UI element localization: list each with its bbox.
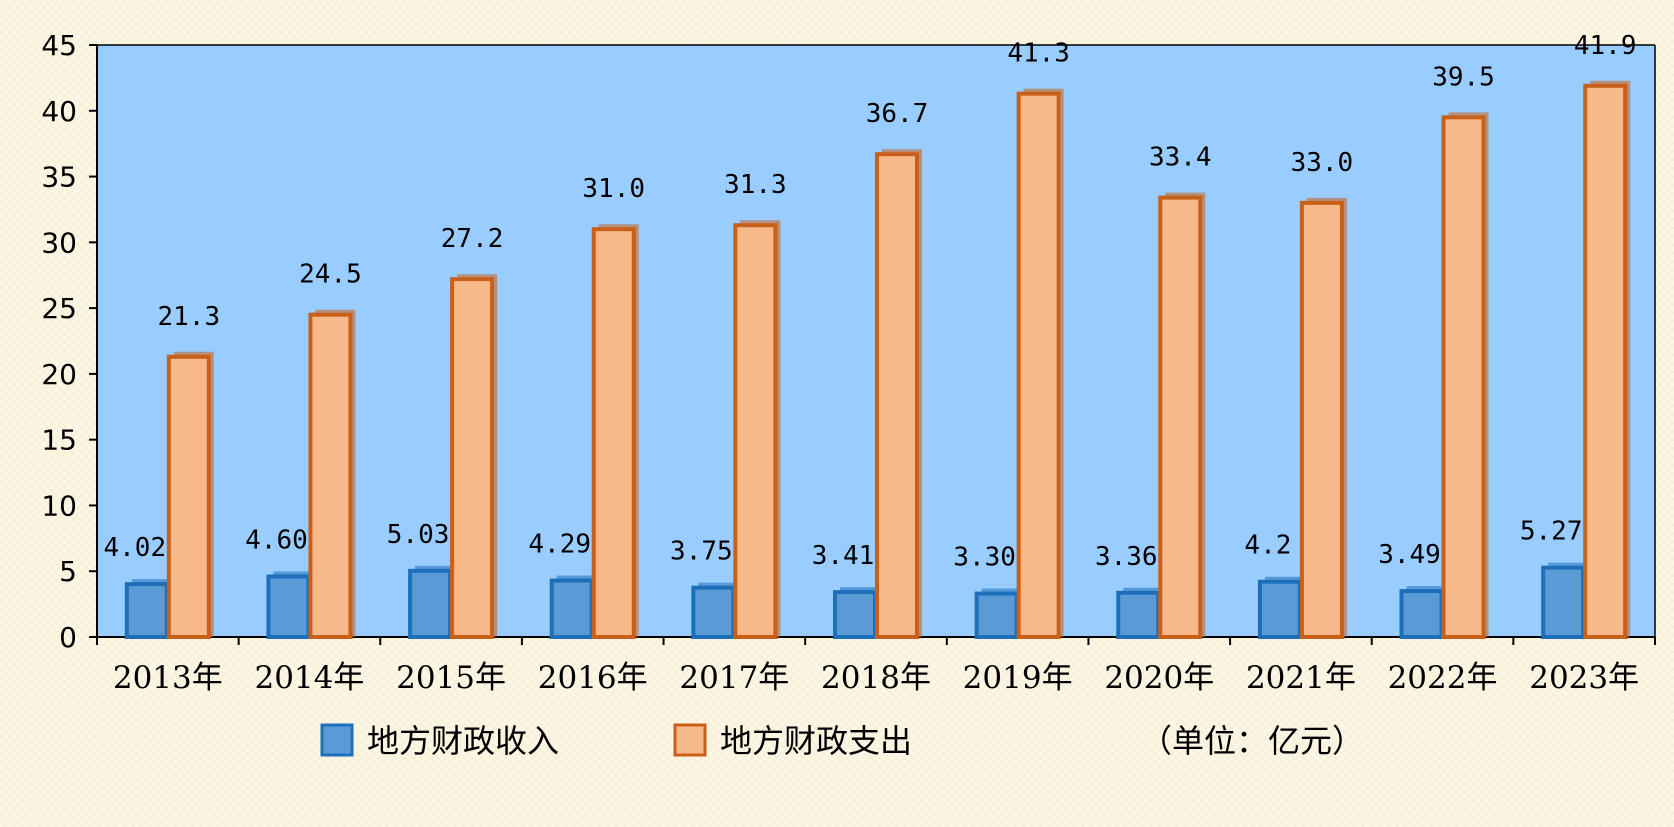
x-category-label: 2023年 [1529, 660, 1639, 696]
expenditure-bar [450, 277, 495, 639]
x-category-label: 2015年 [396, 660, 506, 696]
revenue-bar [1541, 565, 1586, 640]
x-category-label: 2014年 [255, 660, 365, 696]
revenue-bar [124, 582, 169, 640]
revenue-bar [1116, 590, 1161, 640]
expenditure-bar [733, 223, 778, 639]
legend-swatch-expenditure [673, 723, 707, 757]
revenue-data-label: 4.60 [245, 525, 308, 555]
expenditure-data-label: 41.3 [1007, 39, 1070, 69]
expenditure-data-label: 39.5 [1432, 62, 1495, 92]
expenditure-bar [1299, 200, 1344, 639]
expenditure-bar [1158, 195, 1203, 640]
expenditure-bar [166, 354, 211, 639]
revenue-bar [266, 574, 311, 639]
y-tick-label: 5 [59, 555, 77, 588]
x-category-label: 2021年 [1246, 660, 1356, 696]
legend-label-expenditure: 地方财政支出 [720, 722, 912, 760]
revenue-bar [974, 591, 1019, 640]
y-tick-label: 25 [41, 292, 77, 325]
revenue-bar [833, 590, 877, 639]
y-tick-label: 30 [41, 226, 77, 259]
expenditure-data-label: 24.5 [299, 260, 362, 290]
x-category-label: 2016年 [538, 660, 648, 696]
expenditure-bar [1441, 115, 1486, 640]
revenue-data-label: 3.36 [1095, 542, 1158, 572]
expenditure-data-label: 33.4 [1149, 143, 1212, 173]
y-tick-label: 35 [41, 161, 77, 194]
revenue-data-label: 3.49 [1378, 540, 1441, 570]
revenue-bar [691, 585, 736, 640]
y-tick-label: 10 [41, 489, 77, 522]
x-category-label: 2020年 [1104, 660, 1214, 696]
revenue-data-label: 4.02 [104, 533, 167, 563]
expenditure-data-label: 31.3 [724, 170, 787, 200]
expenditure-data-label: 33.0 [1291, 148, 1354, 178]
expenditure-data-label: 31.0 [582, 174, 645, 204]
expenditure-bar [875, 152, 919, 640]
x-category-label: 2022年 [1388, 660, 1498, 696]
legend-label-revenue: 地方财政收入 [367, 722, 559, 760]
x-category-label: 2017年 [679, 660, 789, 696]
revenue-data-label: 3.75 [670, 537, 733, 567]
y-tick-label: 45 [41, 29, 77, 62]
legend: 地方财政收入 地方财政支出 （单位：亿元） [320, 722, 1364, 760]
revenue-bar [1257, 579, 1302, 639]
y-tick-label: 20 [41, 358, 77, 391]
y-tick-label: 0 [59, 621, 77, 654]
revenue-bar [408, 568, 453, 640]
expenditure-bar [1016, 91, 1061, 640]
revenue-bar [1399, 589, 1444, 639]
revenue-data-label: 5.03 [387, 520, 450, 550]
revenue-data-label: 5.27 [1520, 517, 1583, 547]
revenue-data-label: 3.30 [953, 543, 1016, 573]
expenditure-data-label: 41.9 [1574, 31, 1637, 61]
y-tick-label: 40 [41, 95, 77, 128]
expenditure-bar [1583, 83, 1628, 639]
legend-swatch-revenue [320, 723, 354, 757]
y-tick-label: 15 [41, 424, 77, 457]
expenditure-data-label: 21.3 [158, 302, 221, 332]
x-category-label: 2018年 [821, 660, 931, 696]
x-category-label: 2019年 [963, 660, 1073, 696]
revenue-data-label: 3.41 [812, 541, 875, 571]
unit-note: （单位：亿元） [1140, 722, 1364, 760]
revenue-bar [549, 578, 594, 640]
x-category-label: 2013年 [113, 660, 223, 696]
expenditure-data-label: 27.2 [441, 224, 504, 254]
expenditure-bar [308, 312, 353, 639]
expenditure-data-label: 36.7 [866, 99, 929, 129]
revenue-data-label: 4.29 [528, 530, 591, 560]
revenue-data-label: 4.2 [1244, 531, 1291, 561]
expenditure-bar [591, 227, 636, 640]
